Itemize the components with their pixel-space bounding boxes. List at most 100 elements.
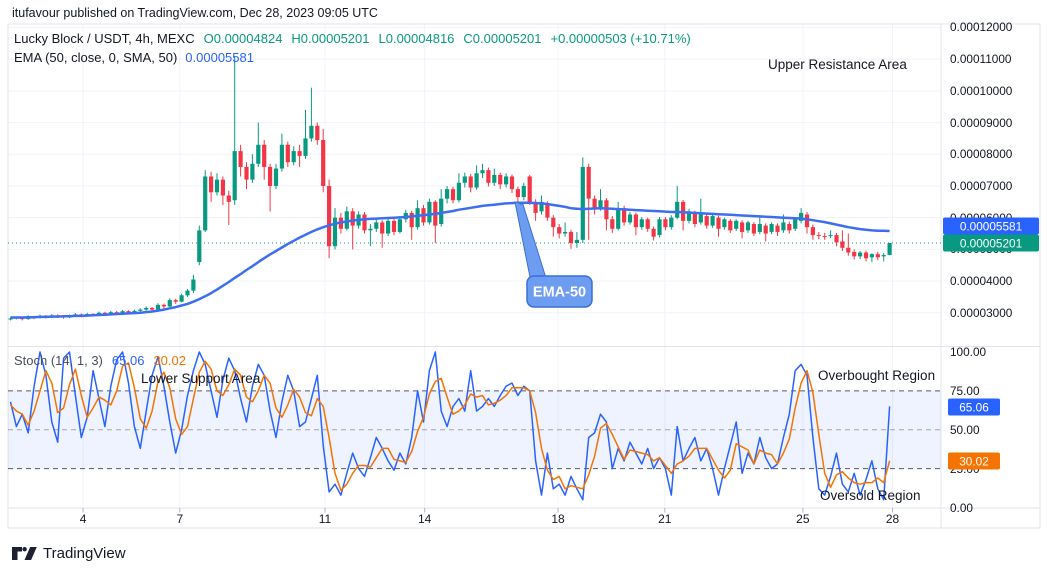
stoch-k-line	[9, 351, 891, 501]
candle-body	[456, 182, 461, 201]
candle-body	[633, 214, 638, 228]
stoch-axis-label: 100.00	[950, 345, 987, 359]
candle-body	[391, 220, 397, 232]
candle-body	[657, 219, 662, 236]
candle-body	[563, 231, 568, 234]
overbought-annotation: Overbought Region	[818, 368, 936, 383]
candle-body	[415, 208, 420, 228]
candle-body	[179, 295, 184, 302]
candle-body	[350, 211, 355, 226]
candle-body	[173, 300, 178, 302]
candle-body	[586, 166, 591, 199]
candle-body	[297, 151, 302, 156]
ohlc-item: L0.00004816	[378, 31, 455, 46]
candle-body	[545, 203, 550, 218]
candle-body	[220, 179, 225, 196]
price-axis-label: 0.00010000	[950, 83, 1013, 98]
price-axis-label: 0.00008000	[950, 147, 1013, 162]
candle-body	[852, 251, 857, 257]
candle-body	[651, 228, 656, 237]
price-axis-label: 0.00004000	[950, 274, 1013, 289]
ema50-line	[10, 201, 890, 319]
candle-body	[610, 219, 615, 229]
candle-body	[185, 290, 190, 296]
candle-body	[315, 125, 320, 141]
candle-body	[155, 304, 161, 310]
stoch-axis-label: 75.00	[950, 383, 980, 398]
candle-body	[787, 224, 792, 231]
candle-body	[781, 222, 786, 231]
candle-body	[232, 151, 237, 201]
symbol-legend: Lucky Block / USDT, 4h, MEXC O0.00004824…	[14, 31, 691, 46]
candle-body	[285, 144, 290, 163]
ohlc-item: +0.00000503 (+10.71%)	[550, 31, 691, 46]
candle-body	[598, 200, 603, 209]
candle-body	[622, 208, 627, 223]
candle-body	[250, 163, 255, 180]
candle-body	[515, 189, 520, 198]
stoch-legend: Stoch (14, 1, 3) 65.06 30.02	[14, 353, 186, 368]
candle-body	[574, 239, 579, 244]
candle-body	[203, 176, 208, 231]
candle-body	[486, 170, 491, 183]
candle-body	[663, 219, 668, 228]
candle-body	[362, 214, 367, 231]
candle-body	[492, 174, 497, 183]
candle-body	[751, 224, 756, 234]
candle-body	[268, 166, 273, 186]
candle-body	[332, 217, 338, 247]
candle-body	[397, 219, 402, 232]
time-axis-label: 21	[658, 512, 672, 526]
candle-body	[138, 309, 143, 311]
time-axis-label: 28	[885, 512, 900, 526]
candle-body	[238, 151, 243, 167]
candle-body	[144, 308, 149, 310]
candle-body	[716, 217, 721, 229]
candle-body	[321, 140, 326, 186]
candle-body	[757, 224, 762, 232]
ohlc-readout: O0.00004824 H0.00005201 L0.00004816 C0.0000…	[204, 31, 691, 46]
candle-body	[698, 214, 703, 223]
price-axis-label: 0.00009000	[950, 115, 1013, 130]
candle-body	[480, 170, 485, 174]
tradingview-logo[interactable]: TradingView	[12, 545, 126, 562]
time-axis-label: 11	[318, 512, 332, 526]
candle-body	[462, 176, 467, 183]
candle-body	[799, 212, 804, 221]
candle-body	[132, 310, 137, 313]
candle-body	[616, 208, 621, 229]
candle-body	[8, 318, 13, 320]
candle-body	[669, 217, 674, 228]
candle-body	[344, 211, 349, 229]
candle-body	[568, 231, 574, 244]
ema-legend-value: 0.00005581	[185, 50, 254, 65]
candle-body	[291, 151, 296, 163]
candle-body	[374, 222, 379, 229]
candle-body	[386, 220, 391, 234]
candle-body	[722, 219, 727, 228]
ema-callout-label: EMA-50	[533, 285, 586, 301]
last-price-badge: 0.00005201	[943, 234, 1039, 252]
price-axis-label: 0.00007000	[950, 178, 1013, 193]
ohlc-item: O0.00004824	[203, 31, 283, 46]
tradingview-logo-text: TradingView	[43, 545, 126, 562]
candle-body	[704, 216, 709, 226]
candle-body	[822, 236, 827, 238]
ohlc-item: C0.00005201	[463, 31, 542, 46]
candle-body	[527, 176, 532, 202]
candle-body	[380, 222, 385, 234]
candle-body	[504, 176, 509, 185]
price-axis-label: 0.00012000	[950, 20, 1013, 35]
candle-body	[627, 214, 633, 223]
candle-body	[533, 201, 538, 213]
candle-body	[710, 216, 715, 226]
chart-border	[7, 23, 1041, 529]
candle-body	[279, 144, 284, 169]
candle-body	[887, 243, 892, 255]
stoch-d-badge: 30.02	[948, 452, 1000, 470]
attribution-text: itufavour published on TradingView.com, …	[12, 6, 378, 20]
time-axis-label: 4	[79, 512, 87, 526]
candle-body	[834, 235, 839, 243]
